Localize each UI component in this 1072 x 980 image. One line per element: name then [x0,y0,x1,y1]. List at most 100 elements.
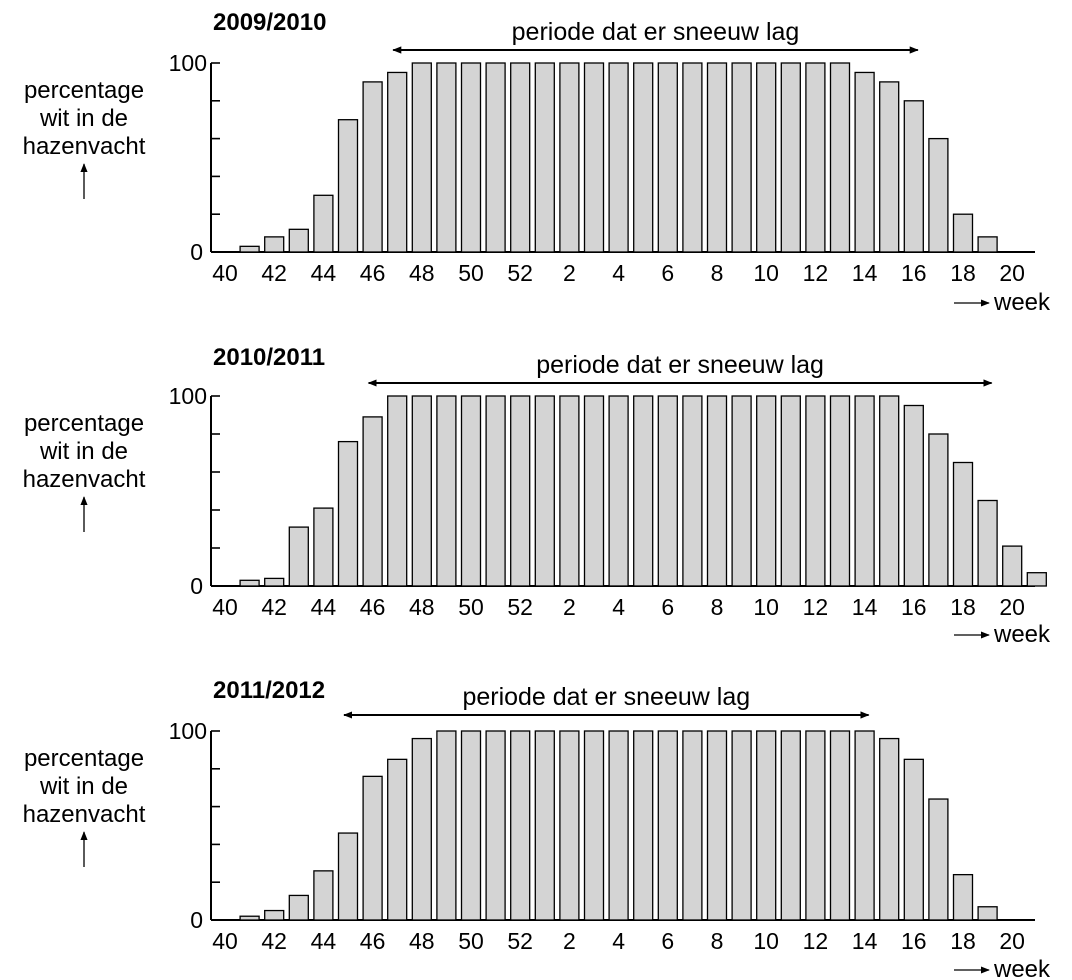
x-tick-label: 46 [360,594,386,620]
chart-panel-2: 2010/2011 periode dat er sneeuw lag 0 100 pe… [23,344,1051,648]
bar-week-15 [879,81,900,253]
x-tick-label: 8 [711,260,724,286]
bar-week-47 [387,758,408,921]
bar-week-51 [485,395,506,587]
bar-week-10 [756,730,777,921]
bar-week-3 [583,62,605,253]
bar-week-17 [928,137,949,253]
bar-week-51 [485,730,506,921]
x-tick-label: 48 [409,594,435,620]
x-tick-label: 18 [950,260,976,286]
x-axis-unit: week [993,621,1051,648]
x-tick-label: 14 [852,594,878,620]
x-tick-label: 10 [753,928,779,954]
snow-period-label: periode dat er sneeuw lag [512,18,800,46]
bar-week-52 [510,730,531,921]
bar-week-48 [411,737,432,921]
y-axis-label-line: wit in de [39,438,128,465]
x-tick-label: 20 [999,594,1025,620]
bar-week-43 [288,526,309,587]
bar-week-16 [903,100,924,253]
chart-title: 2009/2010 [213,9,326,36]
x-tick-label: 50 [458,594,484,620]
x-tick-label: 6 [661,594,674,620]
x-tick-label: 52 [507,928,533,954]
x-tick-label: 52 [507,594,533,620]
y-tick-label: 100 [169,50,207,76]
bar-week-17 [928,798,949,921]
bar-week-4 [608,62,629,253]
bar-week-18 [952,213,974,253]
y-axis-label-line: percentage [24,410,144,437]
bar-week-48 [411,395,432,587]
x-tick-label: 8 [711,594,724,620]
x-axis-unit: week [993,956,1051,980]
y-axis-label: percentage wit in de hazenvacht [23,77,146,160]
bar-week-15 [879,395,900,587]
x-tick-label: 48 [409,928,435,954]
bar-week-43 [288,894,309,921]
bar-week-41 [239,579,260,587]
y-tick-label: 100 [169,718,207,744]
x-tick-label: 40 [212,928,238,954]
bar-week-50 [460,395,482,587]
x-tick-label: 2 [563,594,576,620]
bar-week-6 [657,62,678,253]
x-tick-label: 4 [612,928,625,954]
bar-week-8 [706,62,728,253]
bar-week-4 [608,395,629,587]
bar-week-4 [608,730,629,921]
bar-week-5 [633,730,654,921]
bar-week-15 [879,737,900,921]
bar-week-45 [337,119,359,253]
bar-week-6 [657,395,678,587]
bar-week-5 [633,62,654,253]
bar-week-47 [387,71,408,253]
x-tick-label: 52 [507,260,533,286]
bar-week-3 [583,730,605,921]
x-tick-label: 20 [999,928,1025,954]
x-tick-label: 44 [311,260,337,286]
y-axis-label-line: hazenvacht [23,133,146,160]
chart-title: 2010/2011 [213,344,325,371]
snow-period-label: periode dat er sneeuw lag [462,683,750,711]
bar-week-5 [633,395,654,587]
bar-week-8 [706,730,728,921]
bar-week-43 [288,228,309,253]
bar-week-2 [559,62,580,253]
bar-week-2 [559,730,580,921]
bar-week-19 [977,236,998,253]
bar-week-46 [362,416,383,587]
bar-week-16 [903,404,924,587]
x-tick-label: 42 [261,594,287,620]
y-axis-label: percentage wit in de hazenvacht [23,745,146,828]
bar-week-44 [313,870,334,921]
x-tick-label: 12 [803,260,829,286]
bar-week-12 [805,62,826,253]
bar-week-44 [313,507,334,587]
bar-week-2 [559,395,580,587]
bar-week-41 [239,915,260,921]
bar-week-19 [977,906,998,921]
x-tick-label: 16 [901,928,927,954]
y-axis-label-line: wit in de [39,773,128,800]
bar-week-42 [264,236,285,253]
x-tick-label: 44 [311,928,337,954]
bar-week-9 [731,395,752,587]
snow-period-label: periode dat er sneeuw lag [536,351,824,379]
bar-week-6 [657,730,678,921]
bar-week-12 [805,730,826,921]
bar-week-10 [756,395,777,587]
bar-week-9 [731,730,752,921]
bar-week-20 [1002,545,1023,587]
bar-week-45 [337,832,359,921]
bar-week-11 [780,62,801,253]
bar-week-1 [534,730,555,921]
bar-week-51 [485,62,506,253]
x-tick-label: 18 [950,594,976,620]
x-tick-label: 42 [261,928,287,954]
y-tick-label: 0 [190,907,203,933]
x-tick-label: 16 [901,594,927,620]
bar-week-45 [337,440,359,587]
x-tick-label: 10 [753,594,779,620]
